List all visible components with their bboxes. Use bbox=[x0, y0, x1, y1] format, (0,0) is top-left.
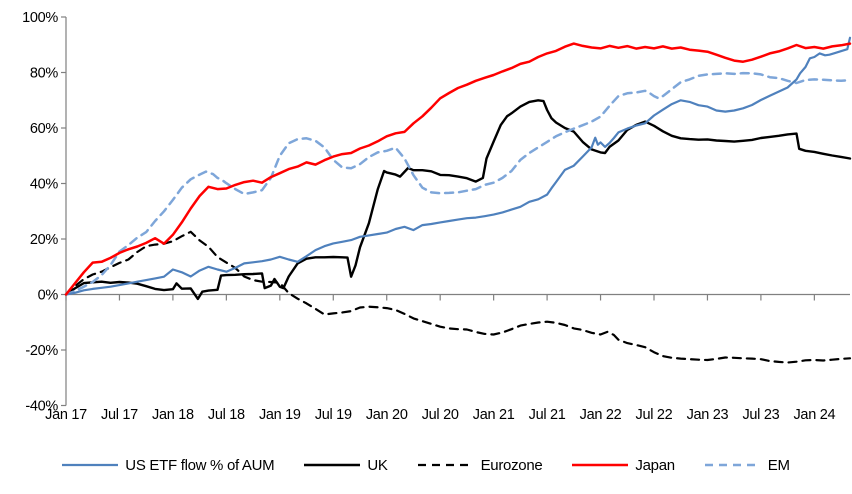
y-tick-label: 40% bbox=[30, 177, 59, 193]
x-tick-label: Jan 23 bbox=[687, 407, 729, 423]
legend-label: Japan bbox=[635, 456, 675, 474]
legend-line-sample bbox=[304, 463, 361, 467]
legend-label: US ETF flow % of AUM bbox=[125, 456, 275, 474]
x-tick-label: Jan 21 bbox=[473, 407, 515, 423]
x-tick-label: Jan 20 bbox=[366, 407, 408, 423]
x-tick-label: Jan 19 bbox=[259, 407, 301, 423]
y-tick-label: 60% bbox=[30, 121, 59, 137]
chart-legend: US ETF flow % of AUM UK Eurozone Japan EM bbox=[0, 450, 852, 480]
series-line-em bbox=[64, 71, 852, 296]
y-tick-label: 100% bbox=[22, 10, 58, 26]
legend-item-japan: Japan bbox=[572, 456, 675, 474]
legend-line-sample bbox=[572, 463, 629, 467]
x-tick-label: Jan 17 bbox=[45, 407, 87, 423]
x-tick-label: Jul 21 bbox=[529, 407, 566, 423]
legend-item-uk: UK bbox=[304, 456, 388, 474]
legend-item-em: EM bbox=[704, 456, 790, 474]
y-tick-label: 0% bbox=[38, 288, 59, 304]
legend-label: EM bbox=[767, 456, 790, 474]
legend-item-us-etf-flow-of-aum: US ETF flow % of AUM bbox=[62, 456, 275, 474]
x-tick-label: Jul 22 bbox=[636, 407, 673, 423]
y-tick-label: -40% bbox=[25, 399, 58, 415]
legend-label: UK bbox=[367, 456, 388, 474]
x-tick-label: Jul 19 bbox=[315, 407, 352, 423]
legend-label: Eurozone bbox=[480, 456, 543, 474]
y-tick-label: 80% bbox=[30, 66, 59, 82]
x-tick-label: Jan 24 bbox=[793, 407, 835, 423]
x-tick-label: Jul 18 bbox=[208, 407, 245, 423]
legend-line-sample bbox=[704, 463, 761, 467]
series-line-us-etf-flow-of-aum bbox=[64, 36, 852, 296]
chart-canvas: 100% 80% 60% 40% 20% 0% -20% -40%Jan 17 Jul 17 Ja… bbox=[22, 10, 852, 423]
series-line-japan bbox=[64, 42, 852, 296]
series-line-eurozone bbox=[64, 230, 852, 364]
y-tick-label: -20% bbox=[25, 343, 58, 359]
x-tick-label: Jan 22 bbox=[580, 407, 622, 423]
legend-item-eurozone: Eurozone bbox=[417, 456, 543, 474]
x-tick-label: Jul 23 bbox=[742, 407, 779, 423]
legend-line-sample bbox=[62, 463, 119, 467]
series-line-uk bbox=[64, 99, 852, 301]
x-tick-label: Jan 18 bbox=[152, 407, 194, 423]
x-tick-label: Jul 20 bbox=[422, 407, 459, 423]
x-tick-label: Jul 17 bbox=[101, 407, 138, 423]
y-tick-label: 20% bbox=[30, 232, 59, 248]
legend-line-sample bbox=[417, 463, 474, 467]
